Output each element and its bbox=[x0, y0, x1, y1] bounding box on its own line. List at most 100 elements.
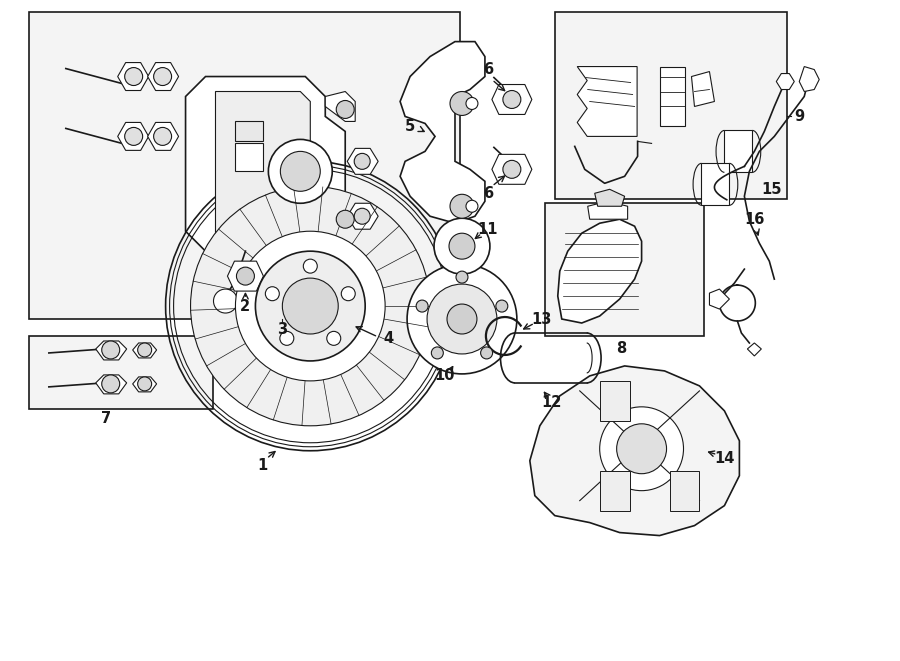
Text: 2: 2 bbox=[240, 299, 250, 313]
Polygon shape bbox=[701, 163, 729, 206]
Circle shape bbox=[503, 161, 521, 178]
Polygon shape bbox=[185, 77, 346, 251]
Bar bbox=[29, 336, 212, 409]
Circle shape bbox=[466, 97, 478, 110]
Polygon shape bbox=[492, 155, 532, 184]
Circle shape bbox=[154, 128, 172, 145]
Text: 7: 7 bbox=[101, 411, 111, 426]
Polygon shape bbox=[132, 377, 157, 392]
Text: 13: 13 bbox=[532, 311, 552, 327]
Bar bbox=[236, 122, 264, 141]
Circle shape bbox=[355, 153, 370, 169]
Circle shape bbox=[280, 331, 293, 345]
Circle shape bbox=[337, 210, 355, 228]
Circle shape bbox=[102, 341, 120, 359]
Bar bbox=[554, 12, 788, 199]
Circle shape bbox=[283, 278, 338, 334]
Polygon shape bbox=[558, 219, 642, 323]
Polygon shape bbox=[95, 341, 127, 360]
Circle shape bbox=[416, 300, 428, 312]
Text: 10: 10 bbox=[435, 368, 455, 383]
Polygon shape bbox=[328, 309, 350, 331]
Circle shape bbox=[237, 267, 255, 285]
Circle shape bbox=[456, 271, 468, 283]
Circle shape bbox=[450, 194, 474, 218]
Polygon shape bbox=[799, 67, 819, 91]
Circle shape bbox=[481, 347, 492, 359]
Polygon shape bbox=[530, 366, 740, 535]
Polygon shape bbox=[777, 73, 795, 89]
Text: 3: 3 bbox=[277, 321, 287, 336]
Polygon shape bbox=[325, 201, 356, 231]
Circle shape bbox=[154, 67, 172, 85]
Circle shape bbox=[125, 128, 142, 145]
Circle shape bbox=[341, 287, 356, 301]
Circle shape bbox=[427, 284, 497, 354]
Text: 16: 16 bbox=[744, 212, 764, 227]
Circle shape bbox=[616, 424, 667, 474]
Polygon shape bbox=[492, 85, 532, 114]
Polygon shape bbox=[132, 343, 157, 358]
Circle shape bbox=[434, 218, 490, 274]
Polygon shape bbox=[118, 122, 148, 151]
Polygon shape bbox=[347, 204, 378, 229]
Circle shape bbox=[191, 186, 430, 426]
Polygon shape bbox=[148, 63, 178, 91]
Circle shape bbox=[327, 331, 341, 345]
Text: 1: 1 bbox=[257, 458, 267, 473]
Circle shape bbox=[447, 304, 477, 334]
Polygon shape bbox=[577, 67, 637, 136]
Circle shape bbox=[407, 264, 517, 374]
Polygon shape bbox=[588, 201, 627, 219]
Polygon shape bbox=[400, 42, 485, 223]
Circle shape bbox=[431, 347, 444, 359]
Circle shape bbox=[334, 317, 346, 329]
Polygon shape bbox=[660, 67, 685, 126]
Circle shape bbox=[449, 233, 475, 259]
Polygon shape bbox=[268, 296, 297, 316]
Text: 5: 5 bbox=[405, 119, 415, 134]
Circle shape bbox=[355, 208, 370, 224]
Polygon shape bbox=[595, 189, 625, 206]
Circle shape bbox=[303, 259, 318, 273]
Circle shape bbox=[268, 139, 332, 204]
Circle shape bbox=[138, 343, 151, 357]
Circle shape bbox=[266, 287, 279, 301]
Circle shape bbox=[102, 375, 120, 393]
Polygon shape bbox=[325, 91, 356, 122]
Circle shape bbox=[599, 407, 683, 490]
Circle shape bbox=[125, 67, 142, 85]
Bar bbox=[236, 143, 264, 171]
Text: 6: 6 bbox=[483, 186, 493, 201]
Circle shape bbox=[337, 100, 355, 118]
Text: 15: 15 bbox=[761, 182, 781, 197]
Circle shape bbox=[281, 151, 320, 191]
Bar bbox=[670, 471, 699, 510]
Polygon shape bbox=[215, 91, 310, 236]
Bar bbox=[599, 471, 630, 510]
Polygon shape bbox=[118, 63, 148, 91]
Polygon shape bbox=[724, 130, 752, 173]
Polygon shape bbox=[709, 289, 729, 309]
Text: 8: 8 bbox=[616, 342, 626, 356]
Text: 12: 12 bbox=[542, 395, 562, 410]
Circle shape bbox=[450, 91, 474, 116]
Circle shape bbox=[256, 251, 365, 361]
Bar bbox=[29, 12, 460, 319]
Polygon shape bbox=[228, 261, 264, 291]
Text: 9: 9 bbox=[794, 109, 805, 124]
Polygon shape bbox=[95, 375, 127, 394]
Circle shape bbox=[503, 91, 521, 108]
Polygon shape bbox=[148, 122, 178, 151]
Polygon shape bbox=[347, 148, 378, 175]
Circle shape bbox=[496, 300, 508, 312]
Bar bbox=[544, 204, 705, 336]
Circle shape bbox=[138, 377, 151, 391]
Circle shape bbox=[213, 289, 238, 313]
Text: 14: 14 bbox=[715, 451, 734, 466]
Text: 11: 11 bbox=[478, 221, 499, 237]
Circle shape bbox=[275, 299, 289, 313]
Circle shape bbox=[236, 231, 385, 381]
Circle shape bbox=[466, 200, 478, 212]
Text: 4: 4 bbox=[383, 331, 393, 346]
